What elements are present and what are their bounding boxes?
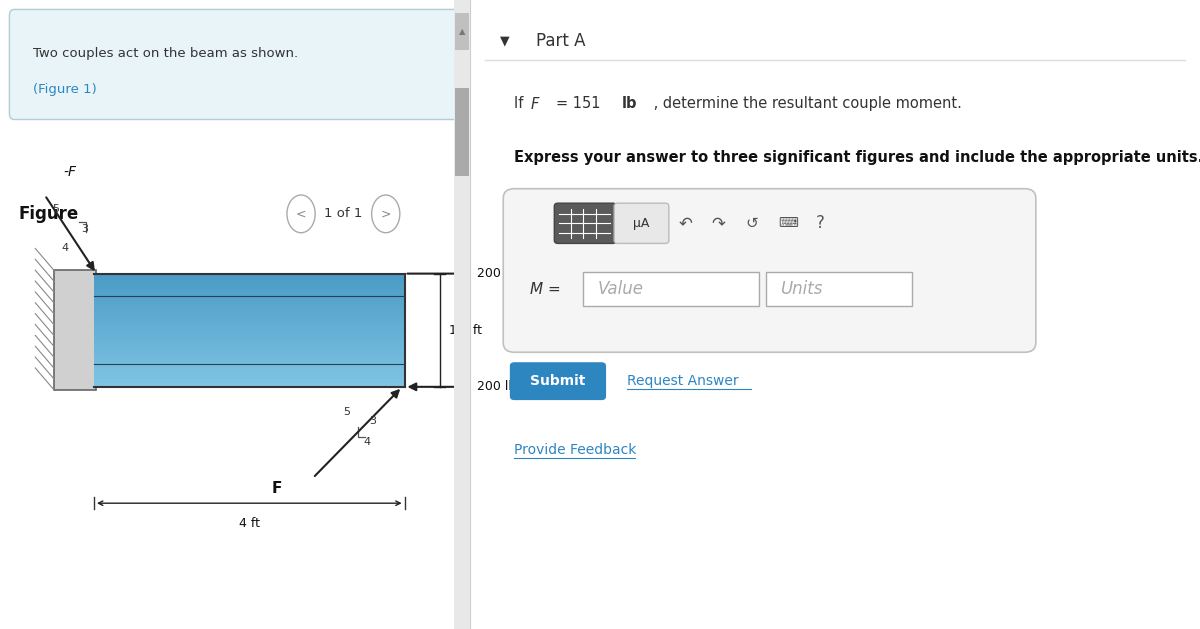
Text: Request Answer: Request Answer	[628, 374, 739, 388]
FancyBboxPatch shape	[614, 203, 668, 243]
Bar	[94, 337, 404, 342]
Bar	[94, 333, 404, 338]
Text: ↺: ↺	[745, 216, 757, 231]
Bar	[455, 13, 469, 50]
Text: $M$ =: $M$ =	[529, 281, 560, 298]
Text: , determine the resultant couple moment.: , determine the resultant couple moment.	[649, 96, 962, 111]
Text: = 151: = 151	[557, 96, 606, 111]
Bar	[94, 314, 404, 319]
Bar	[583, 272, 758, 306]
Text: ▼: ▼	[499, 35, 509, 47]
Bar	[94, 382, 404, 387]
Text: 5: 5	[343, 408, 350, 418]
Text: Value: Value	[598, 281, 644, 298]
Text: 4 ft: 4 ft	[239, 517, 260, 530]
Text: (Figure 1): (Figure 1)	[32, 83, 97, 96]
FancyBboxPatch shape	[503, 189, 1036, 352]
Text: μA: μA	[632, 217, 649, 230]
Bar	[455, 88, 469, 176]
Bar	[94, 379, 404, 383]
Bar	[94, 330, 404, 334]
Text: Part A: Part A	[536, 32, 586, 50]
Text: 1 of 1: 1 of 1	[324, 208, 362, 220]
Text: 3: 3	[82, 225, 89, 235]
Text: lb: lb	[622, 96, 637, 111]
Bar	[766, 272, 912, 306]
Text: -F: -F	[64, 165, 77, 179]
Text: ↷: ↷	[712, 214, 726, 232]
Bar	[94, 345, 404, 349]
Bar	[94, 296, 404, 300]
Bar	[94, 322, 404, 326]
Bar	[94, 303, 404, 308]
Bar	[94, 356, 404, 360]
Text: 4: 4	[364, 437, 371, 447]
Text: If: If	[514, 96, 528, 111]
Text: Submit: Submit	[530, 374, 586, 388]
Text: 200 lb: 200 lb	[478, 381, 517, 393]
Text: $F$: $F$	[530, 96, 541, 112]
Text: ↶: ↶	[679, 214, 692, 232]
Text: ⌨: ⌨	[778, 216, 798, 230]
Bar	[94, 292, 404, 296]
Bar	[54, 270, 96, 390]
Bar	[94, 299, 404, 304]
FancyBboxPatch shape	[554, 203, 617, 243]
Bar	[94, 348, 404, 353]
Text: Provide Feedback: Provide Feedback	[514, 443, 636, 457]
Circle shape	[287, 195, 316, 233]
Bar	[94, 281, 404, 285]
Bar	[94, 367, 404, 372]
Circle shape	[372, 195, 400, 233]
FancyBboxPatch shape	[510, 363, 605, 399]
Bar	[94, 375, 404, 379]
FancyBboxPatch shape	[10, 9, 461, 120]
Text: 5: 5	[52, 204, 59, 214]
Bar	[94, 277, 404, 281]
Bar	[94, 352, 404, 357]
Bar	[94, 273, 404, 277]
Text: Two couples act on the beam as shown.: Two couples act on the beam as shown.	[32, 47, 298, 60]
Text: >: >	[380, 208, 391, 220]
Text: Figure: Figure	[19, 205, 79, 223]
Text: 4: 4	[61, 243, 68, 253]
Text: F: F	[272, 481, 282, 496]
Bar	[94, 326, 404, 330]
Bar	[94, 360, 404, 364]
Text: 200 lb: 200 lb	[478, 267, 517, 280]
Text: Express your answer to three significant figures and include the appropriate uni: Express your answer to three significant…	[514, 150, 1200, 165]
Bar	[94, 284, 404, 289]
Bar	[94, 311, 404, 315]
Bar	[94, 371, 404, 376]
Text: ?: ?	[816, 214, 826, 232]
Bar	[94, 307, 404, 311]
Bar	[94, 318, 404, 323]
Text: <: <	[296, 208, 306, 220]
Text: Units: Units	[780, 281, 823, 298]
Bar	[94, 288, 404, 292]
Text: 3: 3	[370, 416, 377, 426]
Text: 1.5 ft: 1.5 ft	[449, 324, 482, 337]
Bar	[94, 364, 404, 368]
Text: ▲: ▲	[458, 27, 466, 36]
Bar	[94, 341, 404, 345]
